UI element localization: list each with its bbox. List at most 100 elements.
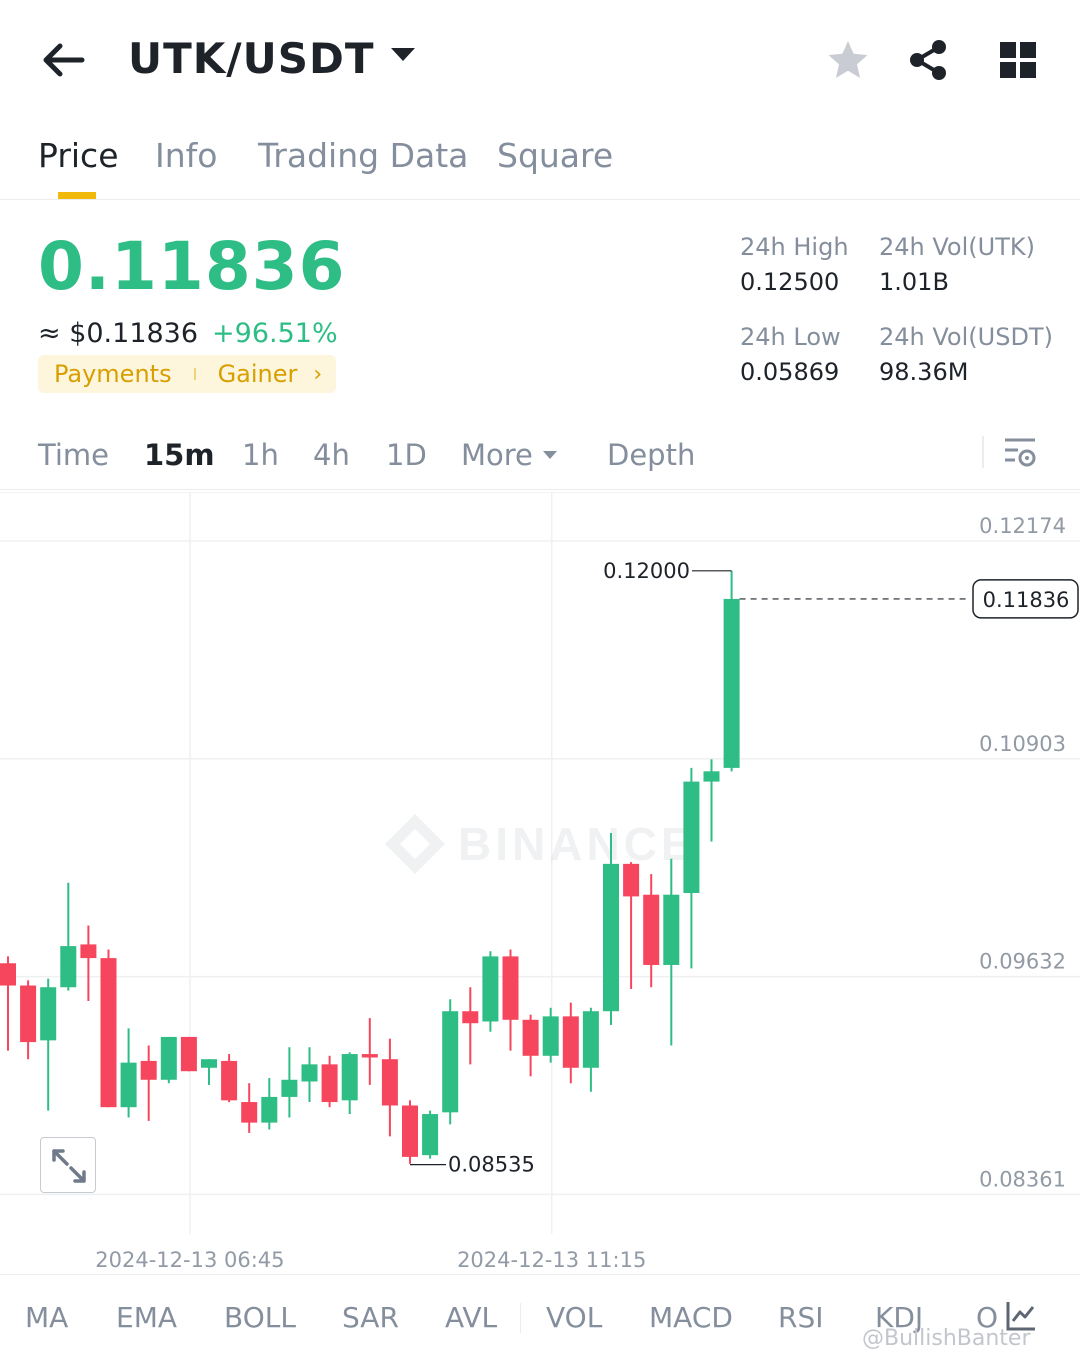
- watermark-text: BINANCE: [458, 818, 696, 870]
- candle-body: [301, 1064, 318, 1082]
- high-marker-label: 0.12000: [603, 559, 690, 583]
- tag-payments[interactable]: Payments: [54, 360, 172, 388]
- x-tick-label: 2024-12-13 06:45: [95, 1248, 284, 1272]
- active-tab-indicator: [58, 192, 96, 199]
- candle-body: [723, 598, 740, 768]
- candle-body: [321, 1064, 338, 1103]
- indicator-more[interactable]: O: [976, 1301, 999, 1334]
- tag-separator: [193, 368, 196, 380]
- candle-body: [381, 1059, 398, 1106]
- pair-selector[interactable]: UTK/USDT: [128, 34, 415, 83]
- candle-body: [341, 1054, 358, 1101]
- pair-title: UTK/USDT: [128, 34, 375, 83]
- vol-base-label: 24h Vol(UTK): [879, 233, 1035, 261]
- vol-quote-label: 24h Vol(USDT): [879, 323, 1053, 351]
- interval-4h[interactable]: 4h: [313, 438, 350, 472]
- interval-depth[interactable]: Depth: [607, 438, 696, 472]
- fiat-price: ≈ $0.11836: [38, 318, 199, 349]
- high-value: 0.12500: [740, 268, 840, 296]
- y-tick-label: 0.08361: [979, 1167, 1066, 1191]
- y-tick-label: 0.09632: [979, 950, 1066, 974]
- interval-more-label: More: [461, 438, 533, 472]
- candle-body: [241, 1102, 258, 1123]
- candle-body: [402, 1105, 418, 1157]
- fullscreen-expand-icon[interactable]: [40, 1137, 96, 1193]
- interval-more[interactable]: More: [461, 438, 557, 472]
- candle-body: [0, 963, 16, 986]
- candle-body: [140, 1060, 157, 1080]
- price-change-percent: +96.51%: [212, 318, 338, 349]
- indicator-macd[interactable]: MACD: [649, 1301, 733, 1334]
- chart-canvas: 0.12174 0.10903 0.09632 0.08361 2024-12-13 0…: [0, 492, 1080, 1272]
- candle-body: [502, 956, 519, 1020]
- candle-body: [361, 1054, 378, 1058]
- tab-info[interactable]: Info: [155, 136, 218, 175]
- category-tags[interactable]: Payments Gainer ›: [38, 355, 337, 393]
- candle-body: [482, 956, 499, 1022]
- tab-square[interactable]: Square: [497, 136, 614, 175]
- indicator-ema[interactable]: EMA: [116, 1301, 178, 1334]
- back-arrow-icon[interactable]: [38, 38, 88, 82]
- candle-body: [663, 894, 680, 965]
- high-label: 24h High: [740, 233, 849, 261]
- interval-1h[interactable]: 1h: [242, 438, 279, 472]
- main-tabs: Price Info Trading Data Square: [0, 120, 1080, 200]
- indicator-rsi[interactable]: RSI: [778, 1301, 824, 1334]
- candle-body: [120, 1062, 137, 1108]
- y-tick-label: 0.12174: [979, 514, 1066, 538]
- binance-logo-icon: [385, 814, 445, 874]
- last-price-label-box: [972, 579, 1079, 619]
- interval-bar: Time 15m 1h 4h 1D More Depth: [0, 420, 1080, 490]
- divider: [520, 1303, 521, 1333]
- y-tick-label: 0.10903: [979, 732, 1066, 756]
- candle-body: [180, 1036, 197, 1072]
- indicator-bar: MA EMA BOLL SAR AVL VOL MACD RSI KDJ O: [0, 1274, 1080, 1363]
- candle-body: [20, 985, 37, 1043]
- candlestick-chart[interactable]: 0.12174 0.10903 0.09632 0.08361 2024-12-13 0…: [0, 492, 1080, 1274]
- candle-body: [462, 1011, 479, 1024]
- tab-trading-data[interactable]: Trading Data: [258, 136, 469, 175]
- source-watermark: @BullishBanter: [862, 1326, 1031, 1351]
- indicator-boll[interactable]: BOLL: [224, 1301, 296, 1334]
- star-icon[interactable]: [826, 38, 870, 82]
- share-icon[interactable]: [906, 38, 950, 82]
- indicator-settings-icon[interactable]: [1004, 1299, 1038, 1333]
- top-bar: UTK/USDT: [0, 0, 1080, 120]
- candle-body: [201, 1059, 217, 1068]
- candle-body: [522, 1019, 539, 1056]
- low-value: 0.05869: [740, 358, 840, 386]
- indicator-ma[interactable]: MA: [25, 1301, 69, 1334]
- tag-gainer[interactable]: Gainer: [217, 360, 298, 388]
- low-marker-label: 0.08535: [448, 1153, 535, 1177]
- candle-body: [603, 863, 619, 1012]
- grid-menu-icon[interactable]: [996, 38, 1040, 82]
- interval-time[interactable]: Time: [38, 438, 109, 472]
- indicator-vol[interactable]: VOL: [546, 1301, 603, 1334]
- candle-body: [562, 1016, 579, 1068]
- chevron-right-icon: ›: [313, 361, 323, 387]
- interval-1d[interactable]: 1D: [386, 438, 427, 472]
- candle-body: [40, 987, 57, 1041]
- candle-body: [160, 1036, 177, 1080]
- candle-body: [542, 1016, 559, 1056]
- candle-body: [442, 1011, 459, 1113]
- last-price-label: 0.11836: [983, 588, 1070, 612]
- candle-body: [683, 781, 700, 893]
- chevron-down-icon: [390, 48, 415, 61]
- chart-settings-icon[interactable]: [1002, 434, 1038, 470]
- indicator-kdj[interactable]: KDJ: [875, 1301, 924, 1334]
- candle-body: [623, 863, 640, 897]
- candle-body: [643, 894, 660, 965]
- binance-watermark: BINANCE: [385, 814, 696, 874]
- candle-body: [422, 1114, 439, 1156]
- candle-body: [60, 946, 77, 988]
- candle-body: [221, 1060, 238, 1101]
- last-price: 0.11836: [38, 228, 346, 305]
- vol-quote-value: 98.36M: [879, 358, 969, 386]
- indicator-avl[interactable]: AVL: [445, 1301, 498, 1334]
- chevron-down-icon: [542, 451, 557, 459]
- vol-base-value: 1.01B: [879, 268, 949, 296]
- indicator-sar[interactable]: SAR: [342, 1301, 399, 1334]
- interval-15m[interactable]: 15m: [144, 438, 215, 472]
- tab-price[interactable]: Price: [38, 136, 119, 175]
